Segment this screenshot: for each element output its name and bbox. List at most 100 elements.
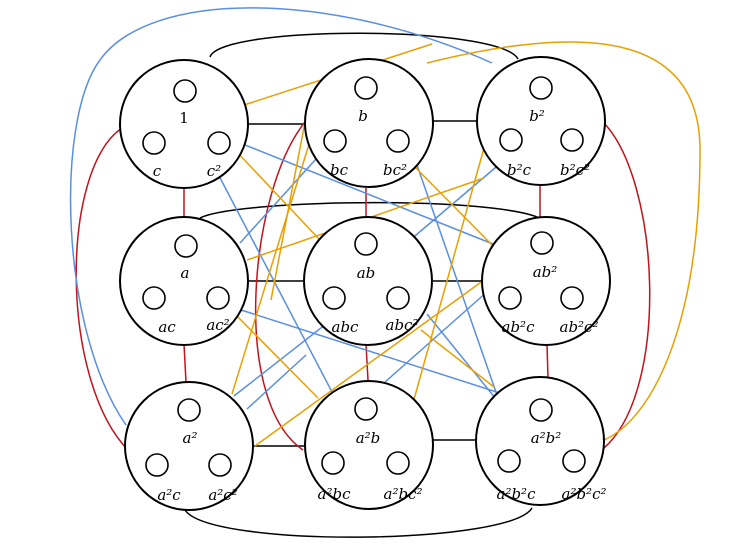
nodes: 1 c c² b bc bc² b² b²c b²c² <box>119 56 611 511</box>
node-a2b-circle <box>304 380 434 510</box>
node-b2-dot-right <box>560 128 584 152</box>
node-a2-dot-right <box>208 453 232 477</box>
edge-orange-4 <box>407 159 494 247</box>
edge-orange-arc <box>426 41 701 441</box>
node-ab-dot-left <box>322 286 346 310</box>
node-1-dot-left <box>142 131 166 155</box>
edge-blue-arc <box>69 7 493 426</box>
node-1-circle <box>119 59 249 189</box>
node-b2-dot-top <box>529 76 553 100</box>
node-b2: b² b²c b²c² <box>476 56 606 186</box>
edge-a2-a2b2-arc <box>184 507 533 538</box>
node-a2b-dot-top <box>354 397 378 421</box>
node-b2-label-left: b²c <box>507 161 532 179</box>
edge-orange-2 <box>234 149 320 240</box>
node-b-circle <box>304 58 434 188</box>
node-a2b2: a²b² a²b²c a²b²c² <box>475 376 607 506</box>
node-a-label-right: ac² <box>206 316 229 334</box>
edge-orange-7 <box>232 311 319 399</box>
node-b: b bc bc² <box>304 58 434 188</box>
node-1-label-right: c² <box>207 162 221 180</box>
node-ab: ab abc abc² <box>303 216 433 346</box>
node-a-label-left: ac <box>158 318 176 336</box>
node-ab2-dot-top <box>530 231 554 255</box>
node-1-label-top: 1 <box>179 109 189 127</box>
node-a-dot-top <box>174 234 198 258</box>
orange-edges <box>231 41 701 447</box>
node-a2b: a²b a²bc a²bc² <box>304 380 434 510</box>
node-a2b-label-left: a²bc <box>318 485 352 503</box>
node-a2b2-label-right: a²b²c² <box>562 485 607 503</box>
node-a2-dot-top <box>177 398 201 422</box>
edge-blue-4 <box>416 164 498 396</box>
node-ab-circle <box>303 216 433 346</box>
node-a2b-label-top: a²b <box>356 429 381 447</box>
edge-a-a2 <box>183 343 187 383</box>
node-a2-label-top: a² <box>183 429 198 447</box>
node-b2-label-top: b² <box>529 107 545 125</box>
edge-blue-3 <box>239 158 317 244</box>
node-b-label-top: b <box>358 107 368 125</box>
node-b-dot-top <box>354 76 378 100</box>
node-b-label-left: bc <box>330 161 349 179</box>
node-a2-circle <box>124 381 254 511</box>
node-a-dot-right <box>206 286 230 310</box>
node-a: a ac ac² <box>119 216 249 346</box>
edge-orange-9 <box>254 279 485 447</box>
edge-b-a2b-arc <box>254 121 306 451</box>
node-ab-label-left: abc <box>332 318 360 336</box>
edge-orange-10 <box>270 121 306 301</box>
node-1-label-left: c <box>153 162 162 180</box>
node-b2-dot-left <box>499 128 523 152</box>
node-a-circle <box>119 216 249 346</box>
node-a-label-top: a <box>181 264 190 282</box>
node-a2b2-label-top: a²b² <box>531 429 562 447</box>
node-a2-label-right: a²c² <box>208 486 237 504</box>
node-a2b2-dot-top <box>529 398 553 422</box>
node-ab-label-right: abc² <box>386 316 419 334</box>
edge-b2-a2b2-arc <box>602 121 651 449</box>
node-a2-label-left: a²c <box>157 486 181 504</box>
edge-blue-6 <box>237 308 507 396</box>
node-a2-dot-left <box>145 453 169 477</box>
edge-1-b2-arc <box>209 32 519 60</box>
edge-orange-8 <box>420 329 495 388</box>
node-b-dot-right <box>386 129 410 153</box>
node-ab2-circle <box>481 216 611 346</box>
node-ab-dot-right <box>386 286 410 310</box>
edge-orange-5 <box>412 147 485 404</box>
node-a2b-dot-left <box>321 451 345 475</box>
node-a2b-label-right: a²bc² <box>384 485 423 503</box>
node-ab-label-top: ab <box>357 264 376 282</box>
node-ab2-dot-right <box>560 286 584 310</box>
blue-edges <box>69 7 514 426</box>
node-a2b2-dot-right <box>562 449 586 473</box>
edge-orange-3 <box>231 127 315 395</box>
node-b2-label-right: b²c² <box>560 161 590 179</box>
edge-blue-1 <box>239 142 499 247</box>
node-ab-dot-top <box>354 232 378 256</box>
node-ab2-dot-left <box>498 286 522 310</box>
node-a2b2-label-left: a²b²c <box>497 485 537 503</box>
node-ab2-label-top: ab² <box>533 263 558 281</box>
edge-blue-10 <box>246 354 307 410</box>
node-a2b2-dot-left <box>497 449 521 473</box>
node-b-dot-left <box>323 129 347 153</box>
node-b2-circle <box>476 56 606 186</box>
node-ab2-label-right: ab²c² <box>560 318 599 336</box>
edge-a-ab2-arc <box>199 201 549 225</box>
node-ab2-label-left: ab²c <box>502 318 536 336</box>
edge-blue-5 <box>408 161 503 242</box>
node-1-dot-top <box>173 79 197 103</box>
node-1-dot-right <box>207 131 231 155</box>
node-a2: a² a²c a²c² <box>124 381 254 511</box>
node-a2b-dot-right <box>386 451 410 475</box>
node-1: 1 c c² <box>119 59 249 189</box>
edge-blue-9 <box>384 290 489 383</box>
node-a-dot-left <box>142 286 166 310</box>
node-b-label-right: bc² <box>383 161 407 179</box>
edge-ab2-a2b2 <box>546 343 549 379</box>
node-ab2: ab² ab²c ab²c² <box>481 216 611 346</box>
node-a2b2-circle <box>475 376 605 506</box>
